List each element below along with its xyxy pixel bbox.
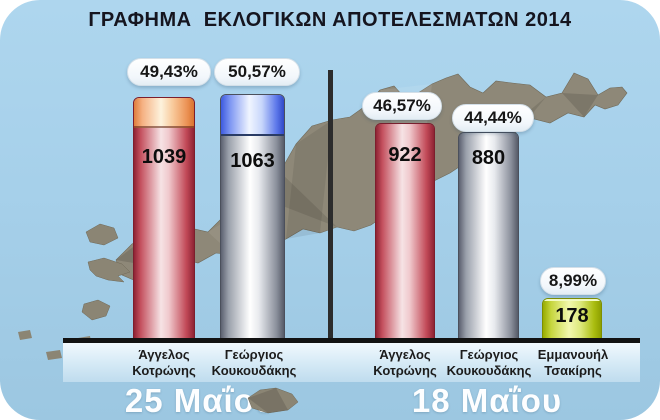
last-name: Κοτρώνης: [132, 363, 196, 379]
round-date-may18: 18 Μαΐου: [411, 382, 563, 419]
bar-gain-cap-orange: [134, 98, 194, 128]
bar-gain-cap-blue: [221, 95, 284, 136]
percent-bubble: 8,99%: [540, 267, 606, 295]
first-name: Γεώργιος: [459, 347, 519, 362]
last-name: Κοτρώνης: [373, 363, 437, 379]
first-name: Εμμανουήλ: [537, 347, 609, 362]
bar-value-label: 922: [388, 144, 422, 166]
bar-kotronis-may18: 922: [375, 123, 435, 342]
x-axis-line: [63, 338, 640, 343]
candidate-name-tsakiris-may18: Εμμανουήλ Τσακίρης: [514, 347, 632, 380]
percent-bubble: 50,57%: [214, 58, 300, 86]
candidate-label-band: [63, 343, 640, 382]
bar-koukoudakis-may18: 880: [458, 132, 519, 342]
percent-bubble: 46,57%: [362, 92, 442, 120]
bar-kotronis-may25: 1039: [133, 97, 195, 342]
percent-bubble: 49,43%: [127, 58, 211, 86]
last-name: Κουκουδάκης: [211, 363, 297, 379]
chart-title: ΓΡΑΦΗΜΑ ΕΚΛΟΓΙΚΩΝ ΑΠΟΤΕΛΕΣΜΑΤΩΝ 2014: [88, 9, 572, 31]
first-name: Άγγελος: [138, 347, 190, 362]
islet-tiny: [46, 350, 62, 360]
bar-tsakiris-may18: 178: [542, 298, 602, 342]
candidate-name-kotronis-may25: Άγγελος Κοτρώνης: [109, 347, 219, 380]
candidate-name-koukoudakis-may25: Γεώργιος Κουκουδάκης: [194, 347, 314, 380]
candidate-name-koukoudakis-may18: Γεώργιος Κουκουδάκης: [428, 347, 550, 380]
island-shade-facet: [562, 93, 598, 117]
bar-value-label: 1063: [230, 150, 275, 172]
candidate-name-kotronis-may18: Άγγελος Κοτρώνης: [350, 347, 460, 380]
islet-west-claw: [87, 257, 131, 283]
round-date-may25: 25 Μαΐου: [124, 382, 276, 419]
island-shade-facet: [286, 120, 332, 239]
bar-value-label: 880: [471, 147, 506, 169]
percent-bubble: 44,44%: [452, 104, 534, 132]
last-name: Τσακίρης: [544, 363, 602, 379]
last-name: Κουκουδάκης: [446, 363, 532, 379]
islet-southwest: [81, 299, 111, 321]
bar-value-label: 1039: [141, 146, 187, 168]
islet-tiny: [18, 330, 32, 340]
round-divider-line: [328, 70, 333, 343]
bar-koukoudakis-may25: 1063: [220, 94, 285, 342]
first-name: Γεώργιος: [224, 347, 284, 362]
bar-value-label: 178: [555, 305, 589, 327]
first-name: Άγγελος: [379, 347, 431, 362]
islet-northwest: [85, 223, 119, 246]
